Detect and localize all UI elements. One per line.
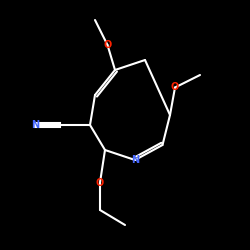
Text: N: N xyxy=(131,155,139,165)
Text: O: O xyxy=(96,178,104,188)
Text: N: N xyxy=(31,120,39,130)
Text: O: O xyxy=(104,40,112,50)
Text: O: O xyxy=(171,82,179,92)
